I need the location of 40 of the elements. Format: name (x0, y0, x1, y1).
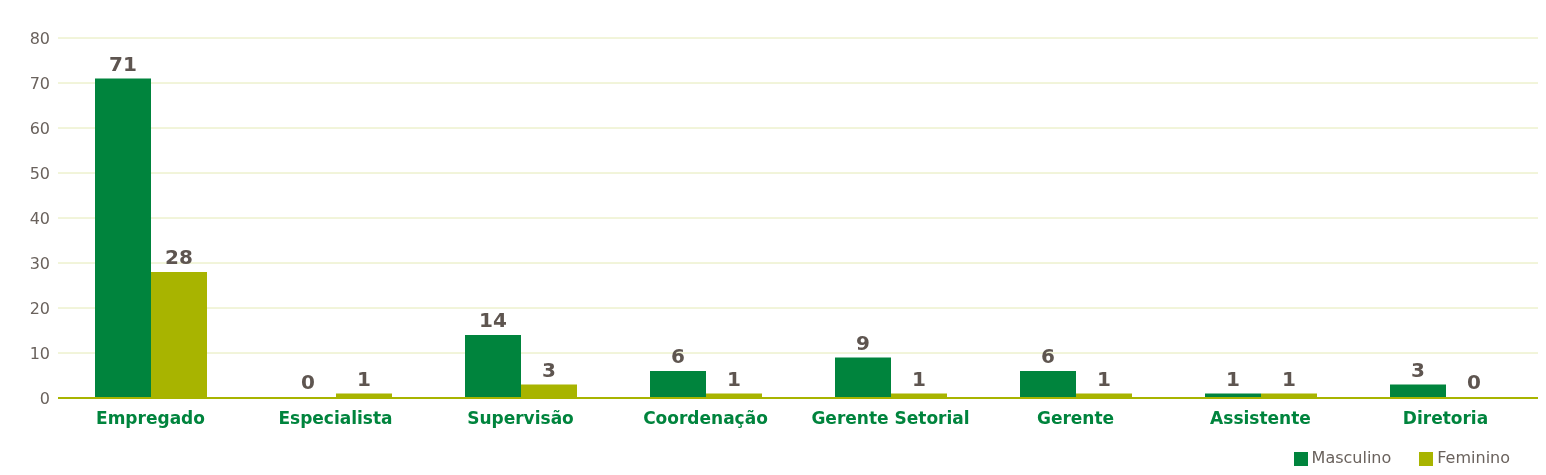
legend-label: Feminino (1437, 448, 1510, 467)
data-label: 1 (1097, 366, 1111, 391)
data-label: 3 (1411, 357, 1425, 382)
data-label: 9 (856, 330, 870, 355)
data-label: 1 (1282, 366, 1296, 391)
x-tick-label: Diretoria (1402, 408, 1489, 429)
data-label: 1 (1226, 366, 1240, 391)
data-label: 1 (912, 366, 926, 391)
data-label: 1 (727, 366, 741, 391)
data-label: 28 (165, 245, 193, 269)
data-label: 0 (301, 370, 315, 394)
x-tick-label: Supervisão (467, 408, 574, 429)
y-tick-label: 50 (29, 163, 50, 183)
bar (1020, 371, 1076, 398)
x-tick-label: Assistente (1210, 408, 1311, 429)
data-label: 6 (671, 344, 685, 368)
x-tick-label: Coordenação (643, 408, 768, 429)
bar (465, 335, 521, 398)
data-label: 71 (109, 51, 137, 76)
y-tick-label: 70 (29, 73, 50, 93)
data-label: 0 (1467, 370, 1481, 394)
x-tick-label: Gerente Setorial (811, 408, 970, 429)
y-tick-label: 40 (29, 208, 50, 228)
bar (95, 78, 151, 398)
bar (835, 357, 891, 398)
data-label: 6 (1041, 344, 1055, 368)
y-tick-label: 10 (29, 343, 50, 363)
y-tick-label: 30 (29, 253, 50, 273)
bar (650, 371, 706, 398)
legend-label: Masculino (1311, 448, 1392, 467)
x-tick-label: Empregado (96, 408, 205, 429)
y-tick-label: 80 (29, 28, 50, 48)
y-tick-label: 20 (29, 298, 50, 318)
y-tick-label: 0 (39, 388, 50, 408)
data-label: 3 (542, 357, 556, 382)
y-tick-label: 60 (29, 118, 50, 138)
data-label: 14 (479, 308, 507, 332)
x-tick-label: Gerente (1036, 408, 1115, 429)
x-tick-label: Especialista (278, 408, 393, 429)
data-label: 1 (357, 366, 371, 391)
